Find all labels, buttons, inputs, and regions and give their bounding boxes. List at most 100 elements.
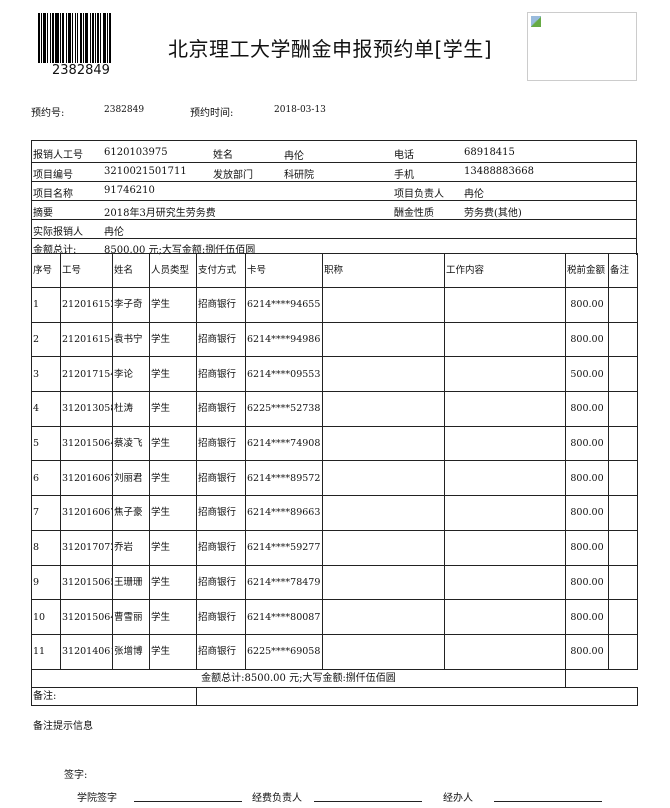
column-header: 职称	[322, 253, 445, 288]
table-cell: 800.00	[565, 460, 609, 497]
table-cell: 2120161548	[60, 321, 113, 358]
table-cell: 800.00	[565, 287, 609, 323]
table-cell: 招商银行	[196, 460, 246, 497]
table-cell: 杜涛	[112, 391, 150, 427]
column-header: 支付方式	[196, 253, 246, 288]
table-cell	[322, 425, 445, 462]
barcode-bar	[62, 13, 64, 63]
table-cell: 6214****09553	[245, 356, 323, 393]
table-row: 93120150657王珊珊学生招商银行6214****78479 800.00	[31, 564, 638, 601]
total: 8500.00 元;大写金额:捌仟伍佰圆	[104, 245, 256, 256]
table-cell: 800.00	[565, 391, 609, 427]
table-cell: 招商银行	[196, 633, 246, 670]
table-row: 113120140614张增博学生招商银行6225****69058 800.00	[31, 633, 638, 670]
table-cell: 刘丽君	[112, 460, 150, 497]
table-cell: 3120160672	[60, 460, 113, 497]
table-cell: 1	[31, 287, 61, 323]
table-cell	[608, 321, 638, 358]
image-placeholder	[527, 12, 637, 81]
remarks-value	[196, 686, 638, 706]
barcode-bar	[103, 13, 106, 63]
table-row: 103120150646曹雪丽学生招商银行6214****80087 800.00	[31, 599, 638, 635]
remarks-label: 备注:	[31, 686, 197, 706]
reservation-no: 2382849	[104, 105, 145, 115]
table-row: 73120160678焦子豪学生招商银行6214****89663 800.00	[31, 495, 638, 531]
table-cell: 6214****94655	[245, 287, 323, 323]
table-cell	[444, 321, 566, 358]
barcode-bar	[68, 13, 71, 63]
phone: 68918415	[464, 147, 515, 158]
college-sign-line[interactable]	[134, 801, 242, 802]
project-name: 91746210	[104, 185, 155, 196]
table-cell: 6	[31, 460, 61, 497]
remarks-hint: 备注提示信息	[33, 721, 93, 732]
table-cell: 6214****59277	[245, 529, 323, 566]
table-cell: 11	[31, 633, 61, 670]
table-row: 63120160672刘丽君学生招商银行6214****89572 800.00	[31, 460, 638, 497]
table-cell: 3120130588	[60, 391, 113, 427]
summary: 2018年3月研究生劳务费	[104, 208, 216, 219]
table-cell	[608, 460, 638, 497]
empty-cell	[565, 668, 638, 688]
table-cell: 4	[31, 391, 61, 427]
table-cell: 学生	[149, 321, 197, 358]
table-cell	[322, 495, 445, 531]
fund-lead-sign-line[interactable]	[314, 801, 422, 802]
handler-sign-line[interactable]	[494, 801, 602, 802]
table-cell: 学生	[149, 391, 197, 427]
column-header: 工作内容	[444, 253, 566, 288]
barcode-bar	[72, 13, 73, 63]
info-row: 报销人工号 6120103975 姓名 冉伦 电话 68918415	[32, 141, 636, 163]
barcode-bar	[80, 13, 82, 63]
table-cell: 6214****80087	[245, 599, 323, 635]
table-cell: 招商银行	[196, 529, 246, 566]
table-cell	[322, 564, 445, 601]
table-cell: 3120140614	[60, 633, 113, 670]
barcode-bar	[47, 13, 48, 63]
table-cell: 学生	[149, 495, 197, 531]
handler-label: 经办人	[443, 793, 473, 804]
table-cell: 6214****89572	[245, 460, 323, 497]
table-row: 43120130588杜涛学生招商银行6225****52738 800.00	[31, 391, 638, 427]
table-cell: 800.00	[565, 495, 609, 531]
table-cell: 800.00	[565, 529, 609, 566]
table-cell: 800.00	[565, 564, 609, 601]
table-cell: 6214****74908	[245, 425, 323, 462]
payment-table: 序号工号姓名人员类型支付方式卡号职称工作内容税前金额备注12120161520李…	[31, 253, 638, 706]
table-cell: 乔岩	[112, 529, 150, 566]
pay-nature: 劳务费(其他)	[464, 208, 522, 219]
table-cell: 学生	[149, 564, 197, 601]
table-cell	[444, 425, 566, 462]
barcode-bar	[92, 13, 94, 63]
table-cell	[444, 495, 566, 531]
table-cell: 10	[31, 599, 61, 635]
table-cell: 学生	[149, 356, 197, 393]
table-cell	[444, 356, 566, 393]
barcode-bar	[60, 13, 61, 63]
table-cell: 招商银行	[196, 321, 246, 358]
table-cell	[322, 599, 445, 635]
table-cell: 李论	[112, 356, 150, 393]
reservation-no-label: 预约号:	[31, 108, 65, 119]
table-cell	[322, 321, 445, 358]
table-cell	[608, 356, 638, 393]
table-cell: 蔡凌飞	[112, 425, 150, 462]
table-cell	[444, 287, 566, 323]
table-cell	[608, 633, 638, 670]
table-cell: 6225****69058	[245, 633, 323, 670]
page-title: 北京理工大学酬金申报预约单[学生]	[168, 37, 493, 61]
table-cell: 招商银行	[196, 356, 246, 393]
table-total-row: 金额总计:8500.00 元;大写金额:捌仟伍佰圆	[31, 668, 638, 688]
column-header: 序号	[31, 253, 61, 288]
info-row: 项目编号 3210021501711 发放部门 科研院 手机 134888836…	[32, 163, 636, 182]
reservation-time: 2018-03-13	[274, 105, 326, 115]
name: 冉伦	[284, 151, 304, 162]
applicant-info: 报销人工号 6120103975 姓名 冉伦 电话 68918415 项目编号 …	[31, 140, 637, 256]
table-cell: 张增博	[112, 633, 150, 670]
project-name-label: 项目名称	[33, 189, 73, 200]
project-lead-label: 项目负责人	[394, 189, 444, 200]
table-row: 53120150645蔡凌飞学生招商银行6214****74908 800.00	[31, 425, 638, 462]
barcode-bar	[55, 13, 59, 63]
project-no: 3210021501711	[104, 166, 187, 177]
